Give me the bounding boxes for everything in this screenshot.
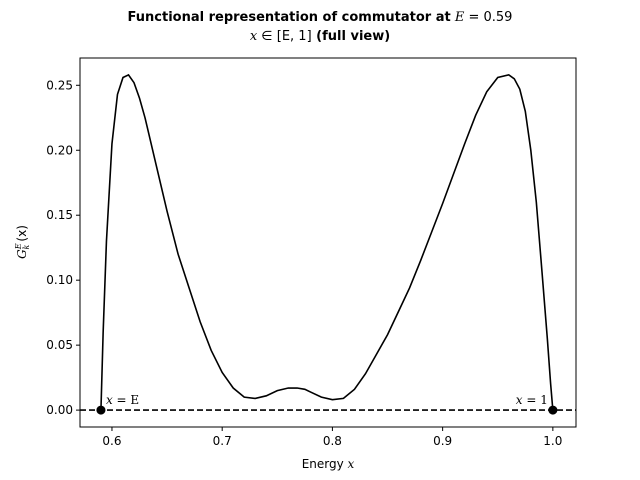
x-axis-label-text: Energy [302,457,348,471]
title-interval: ∈ [E, 1] [257,29,312,44]
x-tick-label-2: 0.8 [323,434,342,448]
y-axis-label: GEk (x) [14,225,31,259]
title-prefix: Functional representation of commutator … [127,10,451,25]
title-suffix: (full view) [311,29,391,44]
y-tick-label-2: 0.10 [46,273,73,287]
endpoint-marker-0 [96,405,106,415]
series-line-0 [100,73,554,411]
endpoint-label-var-1: x [516,393,523,407]
chart-title-line-2: x ∈ [E, 1] (full view) [0,29,640,44]
y-tick-label-3: 0.15 [46,208,73,222]
y-axis-label-main: G [15,249,29,259]
x-tick-label-0: 0.6 [102,434,121,448]
endpoint-label-eq-1: = 1 [523,393,548,407]
y-tick-label-5: 0.25 [46,78,73,92]
endpoint-label-0: x = E [106,393,139,407]
x-axis-label-var: x [348,457,355,471]
x-axis-label: Energy x [302,457,355,471]
title-energy-var: E [454,10,465,25]
y-tick-label-0: 0.00 [46,403,73,417]
title-x-var: x [249,29,258,44]
y-axis-ticks: 0.00 0.05 0.10 0.15 0.20 0.25 [46,78,80,417]
y-tick-label-4: 0.20 [46,143,73,157]
plot-frame [79,57,577,428]
endpoint-label-1: x = 1 [516,393,548,407]
title-energy-value: = 0.59 [464,10,513,25]
endpoint-label-eq-0: = E [113,393,139,407]
endpoint-label-var-0: x [106,393,113,407]
y-tick-label-1: 0.05 [46,338,73,352]
chart-title-line-1: Functional representation of commutator … [0,10,640,25]
x-tick-label-3: 0.9 [433,434,452,448]
y-axis-label-sup: E [14,243,23,250]
y-axis-label-sub: k [22,244,31,249]
x-tick-label-1: 0.7 [213,434,232,448]
endpoint-marker-1 [548,405,558,415]
x-tick-label-4: 1.0 [543,434,562,448]
y-axis-label-arg: (x) [15,225,29,241]
x-axis-ticks: 0.6 0.7 0.8 0.9 1.0 [102,427,562,448]
